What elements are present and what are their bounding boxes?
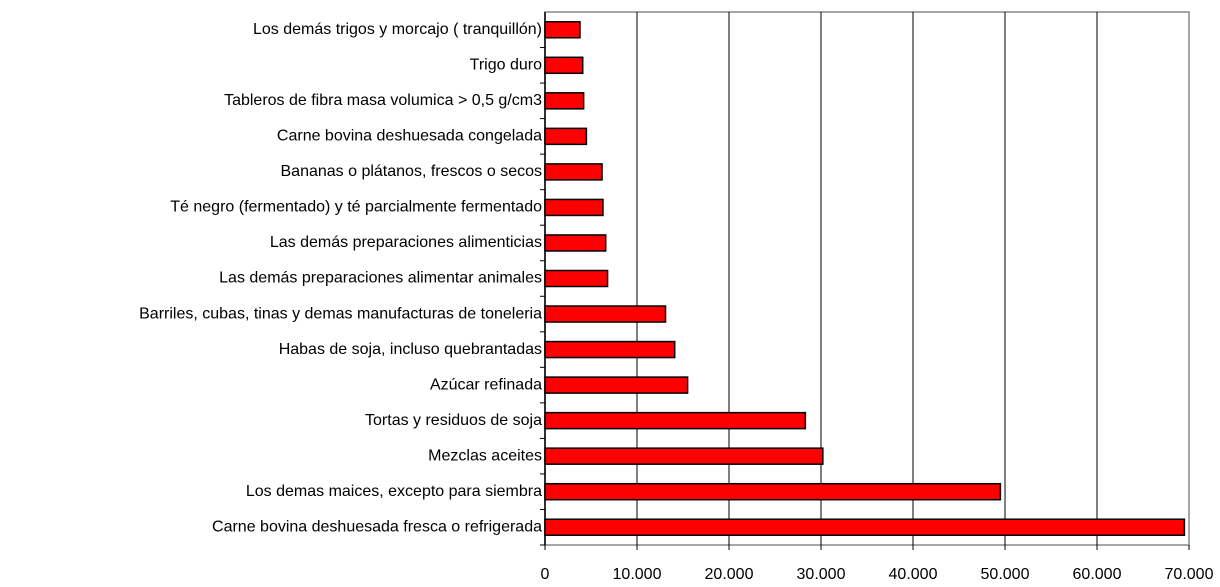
bar (544, 163, 603, 181)
y-tick-label: Azúcar refinada (430, 376, 542, 393)
y-tick-label: Té negro (fermentado) y té parcialmente … (170, 199, 542, 216)
bar (544, 376, 689, 394)
bar (544, 92, 585, 110)
x-tick-label: 40.000 (889, 566, 938, 583)
y-tick-label: Las demás preparaciones alimenticias (270, 234, 542, 251)
bar (544, 447, 824, 465)
y-tick-label: Mezclas aceites (428, 447, 542, 464)
bar (544, 234, 607, 252)
bar (544, 198, 604, 217)
y-tick-label: Bananas o plátanos, frescos o secos (281, 163, 543, 180)
x-tick-label: 0 (541, 566, 550, 583)
x-tick-label: 50.000 (981, 566, 1030, 583)
y-tick-label: Tortas y residuos de soja (365, 412, 542, 429)
y-tick-label: Carne bovina deshuesada fresca o refrige… (212, 518, 542, 535)
bar (544, 269, 609, 288)
bar (544, 56, 584, 75)
y-tick-label: Habas de soja, incluso quebrantadas (279, 341, 542, 358)
bar (544, 127, 588, 146)
bar (544, 411, 807, 430)
bar (544, 305, 667, 323)
y-tick-label: Las demás preparaciones alimentar animal… (219, 270, 542, 287)
y-tick-label: Los demás trigos y morcajo ( tranquillón… (253, 21, 542, 38)
bar (544, 518, 1186, 536)
y-tick-label: Trigo duro (470, 57, 542, 74)
bar (544, 21, 581, 39)
y-tick-label: Los demas maices, excepto para siembra (246, 483, 542, 500)
x-tick-label: 30.000 (797, 566, 846, 583)
x-tick-label: 60.000 (1073, 566, 1122, 583)
plot-area (544, 11, 1190, 546)
y-tick-label: Barriles, cubas, tinas y demas manufactu… (139, 305, 542, 322)
x-tick-label: 20.000 (705, 566, 754, 583)
x-tick-label: 10.000 (613, 566, 662, 583)
y-tick-label: Tableros de fibra masa volumica > 0,5 g/… (224, 92, 542, 109)
x-tick-label: 70.000 (1165, 566, 1214, 583)
bar (544, 340, 676, 359)
y-tick-label: Carne bovina deshuesada congelada (277, 128, 542, 145)
bar (544, 482, 1002, 501)
